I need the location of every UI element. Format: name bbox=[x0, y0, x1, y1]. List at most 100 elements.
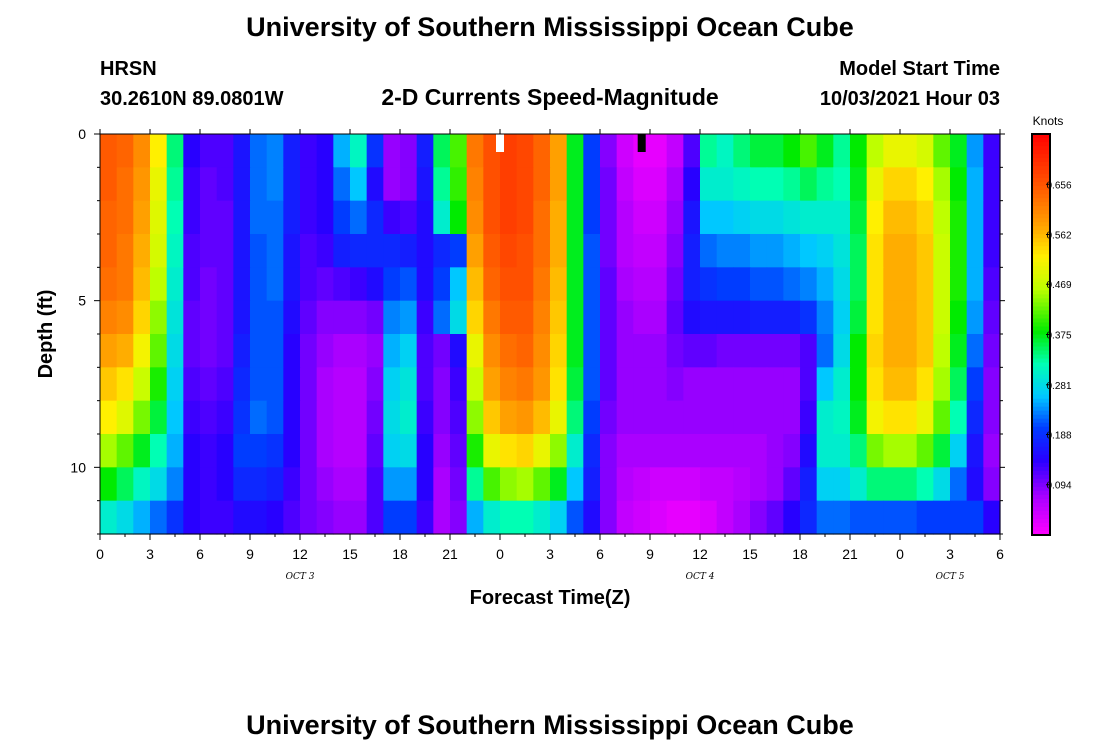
colorbar-segment bbox=[1032, 306, 1050, 312]
heatmap-cell bbox=[583, 300, 601, 335]
heatmap-cell bbox=[916, 434, 934, 468]
heatmap-cell bbox=[750, 434, 768, 468]
chart-title: University of Southern Mississippi Ocean… bbox=[246, 12, 854, 42]
heatmap-cell bbox=[583, 500, 601, 535]
heatmap-cell bbox=[433, 500, 451, 535]
heatmap-cell bbox=[216, 500, 234, 535]
heatmap-cell bbox=[716, 167, 734, 202]
heatmap-cell bbox=[316, 434, 334, 468]
heatmap-cell bbox=[100, 300, 118, 335]
heatmap-cell bbox=[566, 367, 584, 402]
heatmap-cell bbox=[583, 167, 601, 202]
heatmap-cell bbox=[966, 334, 984, 368]
heatmap-cell bbox=[950, 467, 968, 502]
heatmap-cell bbox=[200, 167, 218, 202]
heatmap-cell bbox=[850, 234, 868, 268]
heatmap-cell bbox=[200, 367, 218, 402]
heatmap-cell bbox=[650, 167, 668, 202]
heatmap-cell bbox=[316, 167, 334, 202]
heatmap-cell bbox=[600, 234, 618, 268]
colorbar-segment bbox=[1032, 198, 1050, 203]
heatmap-cell bbox=[366, 134, 384, 168]
heatmap-cell bbox=[133, 200, 151, 235]
heatmap-cell bbox=[483, 400, 501, 435]
heatmap-cell bbox=[250, 134, 268, 168]
heatmap-cell bbox=[583, 267, 601, 302]
x-axis: 0 3 6 9 12 15 18 21 0 3 6 9 12 15 18 21 0 3 6 OCT 3 OCT 4 OCT… bbox=[96, 129, 1004, 582]
colorbar-segment bbox=[1032, 282, 1050, 287]
heatmap-cell bbox=[183, 267, 201, 302]
heatmap-cell bbox=[666, 500, 684, 535]
heatmap-cell bbox=[400, 134, 418, 168]
heatmap-cell bbox=[183, 200, 201, 235]
time-marker bbox=[496, 134, 504, 152]
heatmap-cell bbox=[966, 167, 984, 202]
heatmap-cell bbox=[766, 167, 784, 202]
heatmap-cell bbox=[733, 167, 751, 202]
colorbar-segment bbox=[1032, 330, 1050, 336]
heatmap-cell bbox=[466, 200, 484, 235]
colorbar-segment bbox=[1032, 522, 1050, 528]
heatmap-cell bbox=[716, 334, 734, 368]
heatmap-cell bbox=[400, 267, 418, 302]
colorbar-segment bbox=[1032, 334, 1050, 340]
colorbar-units: Knots bbox=[1033, 114, 1064, 128]
heatmap-cell bbox=[766, 234, 784, 268]
heatmap-cell bbox=[533, 334, 551, 368]
heatmap-cell bbox=[800, 467, 818, 502]
heatmap-cell bbox=[933, 334, 951, 368]
heatmap-cell bbox=[333, 200, 351, 235]
heatmap-cell bbox=[750, 367, 768, 402]
heatmap-cell bbox=[216, 300, 234, 335]
heatmap-cell bbox=[516, 434, 534, 468]
heatmap-cell bbox=[716, 434, 734, 468]
heatmap-cell bbox=[983, 467, 1001, 502]
heatmap-cell bbox=[416, 200, 434, 235]
heatmap-cell bbox=[100, 234, 118, 268]
heatmap-cell bbox=[416, 500, 434, 535]
heatmap-cell bbox=[400, 467, 418, 502]
heatmap-cell bbox=[500, 134, 518, 168]
heatmap-cell bbox=[116, 434, 134, 468]
heatmap-cell bbox=[950, 434, 968, 468]
colorbar-segment bbox=[1032, 294, 1050, 300]
heatmap-cell bbox=[250, 367, 268, 402]
heatmap-cell bbox=[316, 200, 334, 235]
heatmap-cell bbox=[383, 200, 401, 235]
heatmap-cell bbox=[933, 200, 951, 235]
heatmap-cell bbox=[366, 334, 384, 368]
heatmap-cell bbox=[366, 267, 384, 302]
heatmap-cell bbox=[583, 200, 601, 235]
heatmap-cell bbox=[633, 234, 651, 268]
heatmap-cell bbox=[450, 234, 468, 268]
heatmap-cell bbox=[250, 434, 268, 468]
heatmap-cell bbox=[883, 367, 901, 402]
heatmap-cell bbox=[250, 300, 268, 335]
heatmap-cell bbox=[266, 467, 284, 502]
heatmap-cell bbox=[950, 500, 968, 535]
heatmap-cell bbox=[850, 134, 868, 168]
x-axis-label: Forecast Time(Z) bbox=[470, 587, 631, 609]
heatmap-cell bbox=[383, 367, 401, 402]
heatmap-cell bbox=[450, 300, 468, 335]
heatmap-cell bbox=[933, 467, 951, 502]
heatmap-cell bbox=[250, 267, 268, 302]
heatmap-cell bbox=[466, 134, 484, 168]
heatmap-cell bbox=[266, 500, 284, 535]
heatmap-cell bbox=[766, 500, 784, 535]
heatmap-cell bbox=[566, 434, 584, 468]
colorbar-segment bbox=[1032, 506, 1050, 512]
heatmap-cell bbox=[833, 300, 851, 335]
heatmap-cell bbox=[866, 200, 884, 235]
time-markers bbox=[496, 134, 646, 152]
colorbar-tick-label: 0.188 bbox=[1046, 430, 1071, 441]
heatmap-cell bbox=[583, 334, 601, 368]
heatmap-cell bbox=[800, 200, 818, 235]
heatmap-cell bbox=[133, 400, 151, 435]
x-tick-label: 6 bbox=[196, 546, 204, 562]
heatmap-cell bbox=[216, 334, 234, 368]
x-tick-label: 6 bbox=[996, 546, 1004, 562]
y-tick-label: 10 bbox=[70, 459, 86, 475]
heatmap-cell bbox=[516, 267, 534, 302]
heatmap-cell bbox=[566, 334, 584, 368]
